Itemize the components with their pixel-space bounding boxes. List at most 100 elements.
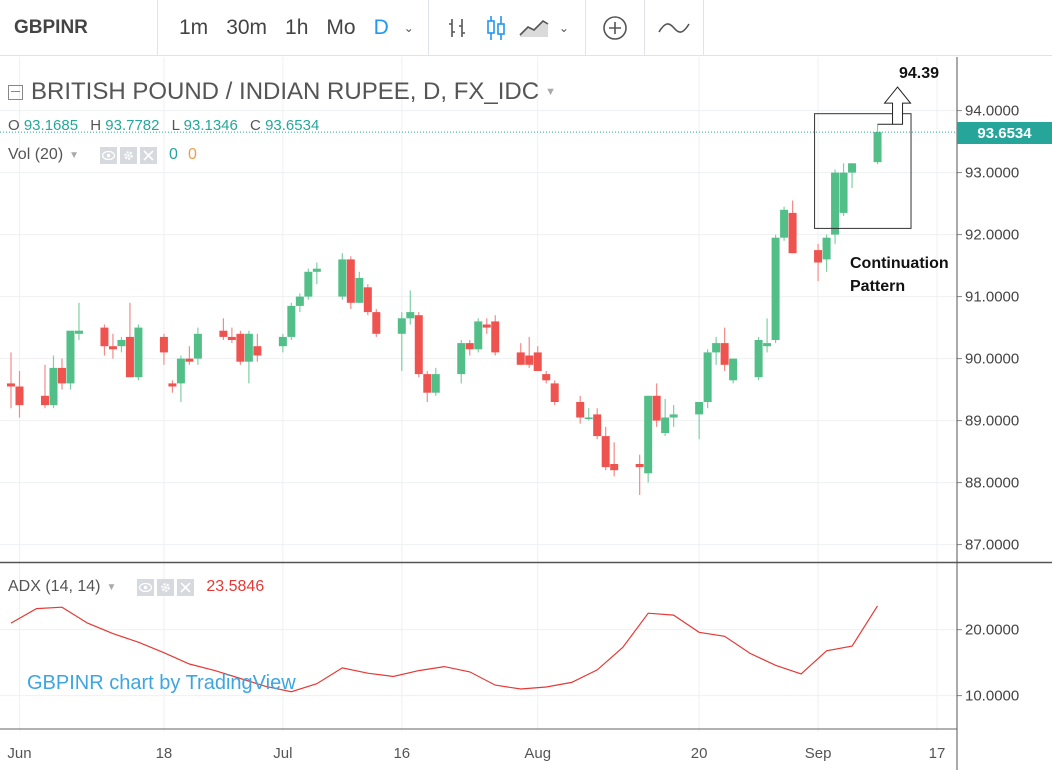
candle-52 (635, 454, 644, 495)
candle-body-43 (525, 355, 534, 365)
volume-settings-gear-icon[interactable] (120, 146, 138, 164)
candle-28 (346, 256, 355, 309)
adx-settings-gear-icon[interactable] (157, 578, 175, 596)
candle-41 (491, 315, 500, 356)
pattern-annotation-line2: Pattern (850, 278, 906, 295)
candle-40 (482, 318, 491, 334)
candle-17 (219, 318, 228, 340)
candle-body-61 (729, 358, 738, 381)
adx-dropdown-chevron-down-icon[interactable]: ▼ (106, 581, 117, 593)
candle-body-71 (848, 163, 857, 173)
y-tick-label-0: 94.0000 (965, 103, 1019, 120)
candle-35 (423, 371, 432, 402)
x-tick-label-5: 20 (691, 745, 708, 762)
high-label: H (90, 117, 102, 134)
chart-area[interactable]: Jun 18 Jul 16 Aug 20 Sep 17 94.0000 93.0000 92.000… (0, 57, 1052, 770)
candle-body-15 (185, 358, 194, 362)
tradingview-watermark[interactable]: GBPINR chart by TradingView (27, 672, 296, 694)
y-tick-label-2: 92.0000 (965, 227, 1019, 244)
chart-type-chevron-down-icon[interactable]: ⌄ (558, 20, 569, 35)
candle-body-72 (873, 132, 882, 163)
candle-46 (550, 380, 559, 406)
pattern-box (814, 113, 912, 229)
candle-body-20 (244, 333, 253, 362)
last-price-tag: 93.6534 (957, 122, 1052, 144)
adx-label[interactable]: ADX (14, 14) (8, 578, 101, 595)
volume-dropdown-chevron-down-icon[interactable]: ▼ (69, 149, 80, 161)
adx-y-tick-label-1: 10.0000 (965, 688, 1019, 705)
interval-30m-button[interactable]: 30m (226, 15, 268, 39)
candle-47 (576, 395, 585, 424)
candle-4 (57, 358, 66, 390)
volume-label[interactable]: Vol (20) (8, 146, 64, 163)
candle-53 (644, 395, 653, 483)
candle-70 (839, 163, 848, 216)
candle-body-9 (117, 340, 126, 347)
candle-9 (117, 336, 126, 353)
adx-value: 23.5846 (206, 578, 265, 595)
candle-13 (168, 380, 177, 393)
candle-body-28 (346, 259, 355, 303)
candle-body-70 (839, 172, 848, 213)
candle-55 (661, 398, 670, 437)
candle-37 (457, 340, 466, 384)
interval-day-button[interactable]: D (373, 15, 389, 39)
candle-body-5 (66, 330, 75, 384)
candle-44 (533, 346, 542, 371)
candle-body-26 (312, 268, 321, 272)
interval-1h-button[interactable]: 1h (285, 15, 309, 39)
candle-body-23 (287, 305, 296, 337)
interval-month-button[interactable]: Mo (326, 15, 356, 39)
close-value: 93.6534 (265, 117, 320, 134)
candle-43 (525, 336, 534, 368)
candle-body-16 (193, 333, 202, 359)
collapse-legend-icon[interactable] (8, 84, 23, 100)
candle-1 (15, 371, 24, 418)
y-tick-label-4: 90.0000 (965, 351, 1019, 368)
candle-45 (542, 371, 551, 384)
candle-8 (108, 333, 117, 359)
indicators-group (586, 0, 645, 56)
candle-39 (474, 318, 483, 353)
candle-body-6 (74, 330, 83, 334)
candle-22 (278, 333, 287, 353)
x-tick-label-6: Sep (805, 745, 832, 762)
candle-body-47 (576, 402, 585, 418)
adx-remove-close-icon[interactable] (177, 578, 195, 596)
candle-66 (788, 200, 797, 254)
candle-69 (831, 169, 840, 244)
high-value: 93.7782 (105, 117, 160, 134)
symbol-search-button[interactable]: GBPINR (0, 0, 158, 56)
adx-line (10, 605, 879, 693)
compare-group (645, 0, 704, 56)
candle-body-65 (780, 209, 789, 238)
candle-12 (159, 333, 168, 365)
candle-body-24 (295, 296, 304, 306)
adx-visibility-eye-icon[interactable] (137, 578, 155, 596)
compare-wave-icon[interactable] (655, 11, 693, 45)
bars-chart-icon[interactable] (439, 11, 477, 45)
add-indicator-plus-icon[interactable] (596, 11, 634, 45)
interval-1m-button[interactable]: 1m (179, 15, 209, 39)
series-dropdown-chevron-down-icon[interactable]: ▼ (545, 86, 556, 98)
candle-body-12 (159, 336, 168, 353)
candle-6 (74, 302, 83, 340)
y-tick-label-7: 87.0000 (965, 537, 1019, 554)
target-arrow-icon (877, 86, 912, 125)
x-tick-label-4: Aug (524, 745, 551, 762)
candle-51 (610, 442, 619, 477)
interval-dropdown-chevron-down-icon[interactable]: ⌄ (403, 20, 414, 35)
volume-remove-close-icon[interactable] (140, 146, 158, 164)
top-toolbar: GBPINR 1m 30m 1h Mo D ⌄ ⌄ (0, 0, 1052, 56)
x-tick-label-1: 18 (156, 745, 173, 762)
candle-23 (287, 302, 296, 340)
candle-71 (848, 163, 857, 189)
candle-body-44 (533, 352, 542, 371)
candle-68 (822, 234, 831, 272)
volume-visibility-eye-icon[interactable] (100, 146, 118, 164)
low-label: L (171, 117, 180, 134)
area-chart-icon[interactable] (515, 11, 553, 45)
candle-body-3 (49, 367, 58, 406)
candle-body-14 (176, 358, 185, 384)
candles-chart-icon[interactable] (477, 11, 515, 45)
